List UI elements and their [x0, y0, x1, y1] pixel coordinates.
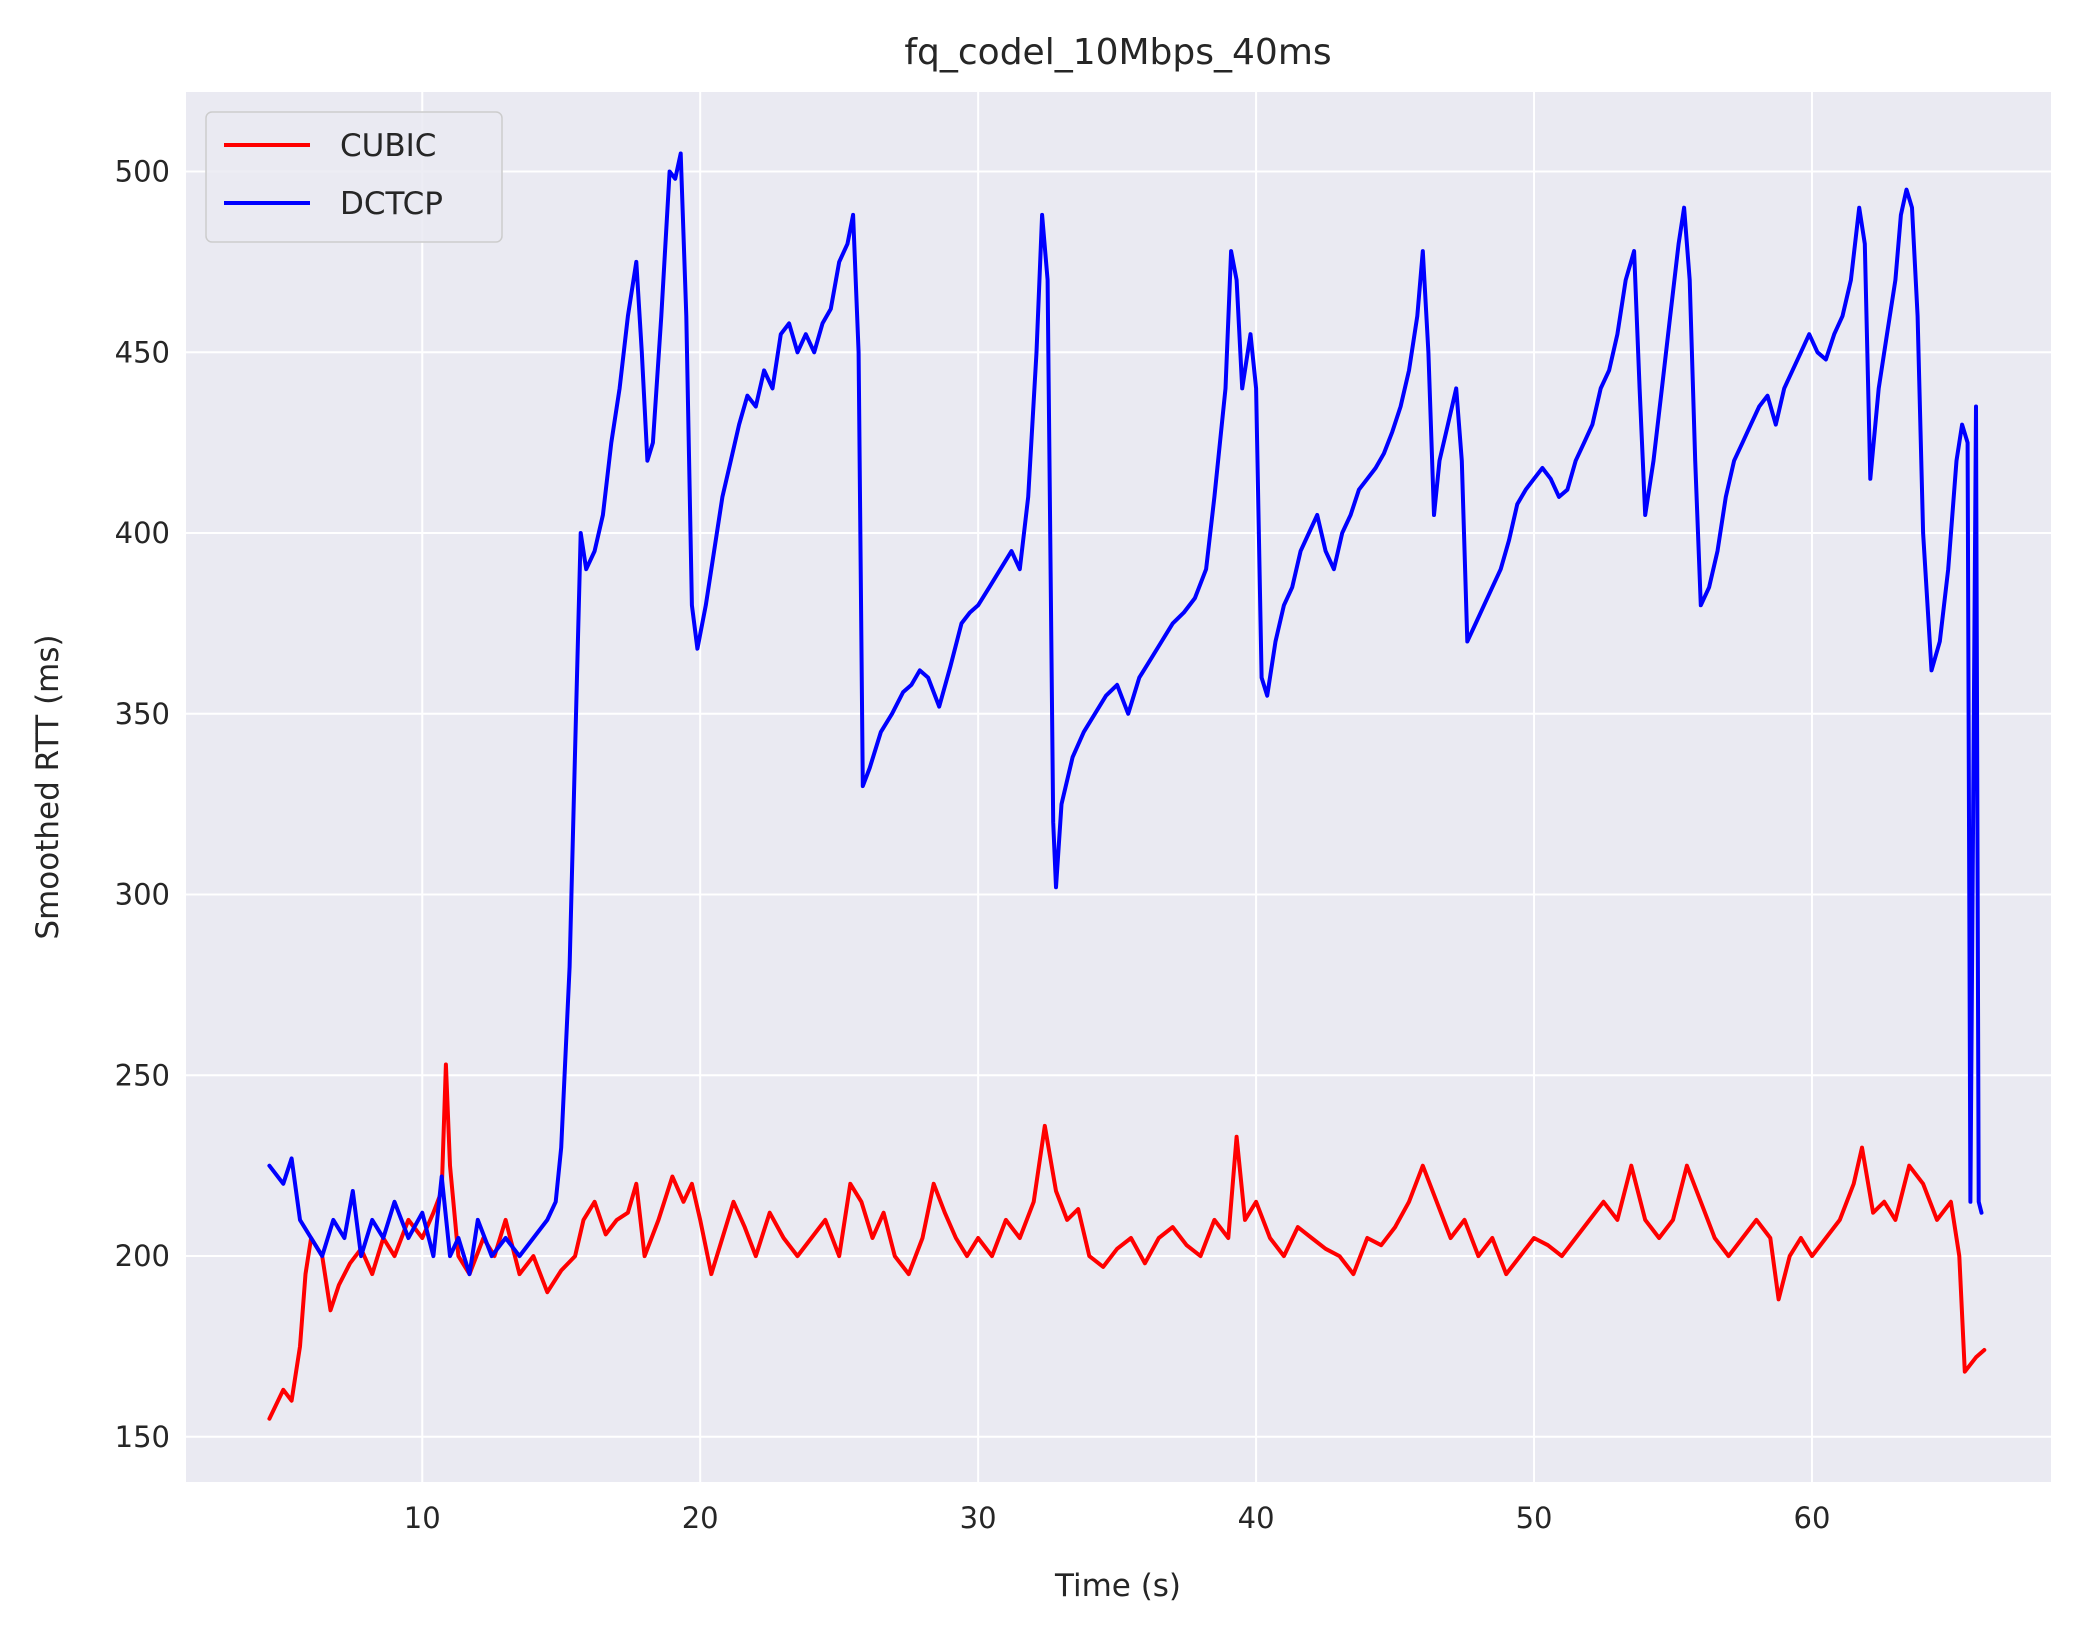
y-tick-label: 150	[115, 1420, 170, 1454]
y-axis-label: Smoothed RTT (ms)	[30, 634, 66, 939]
y-tick-label: 400	[115, 516, 170, 550]
series-line-dctcp	[267, 151, 1984, 1277]
tick-labels: 10 20 30 40 50 60 150 200 250 300 350 400 450 500	[115, 155, 1831, 1535]
legend-label-cubic: CUBIC	[340, 128, 436, 164]
x-tick-label: 20	[682, 1501, 719, 1535]
legend-label-dctcp: DCTCP	[340, 186, 443, 222]
legend: CUBIC DCTCP	[205, 111, 503, 243]
y-tick-label: 450	[115, 335, 170, 369]
y-tick-label: 300	[115, 878, 170, 912]
y-tick-label: 250	[115, 1058, 170, 1092]
plot-area	[186, 92, 2051, 1482]
x-axis-label: Time (s)	[1054, 1568, 1181, 1604]
x-tick-label: 30	[960, 1501, 997, 1535]
y-tick-label: 350	[115, 697, 170, 731]
x-tick-label: 40	[1238, 1501, 1275, 1535]
x-tick-label: 50	[1516, 1501, 1553, 1535]
chart-title: fq_codel_10Mbps_40ms	[904, 32, 1331, 73]
x-tick-label: 60	[1794, 1501, 1831, 1535]
series-line-cubic	[267, 1062, 1987, 1421]
y-tick-label: 200	[115, 1239, 170, 1273]
y-tick-label: 500	[115, 155, 170, 189]
grid-lines	[186, 92, 2051, 1482]
series-group	[267, 151, 1987, 1421]
x-tick-label: 10	[404, 1501, 441, 1535]
